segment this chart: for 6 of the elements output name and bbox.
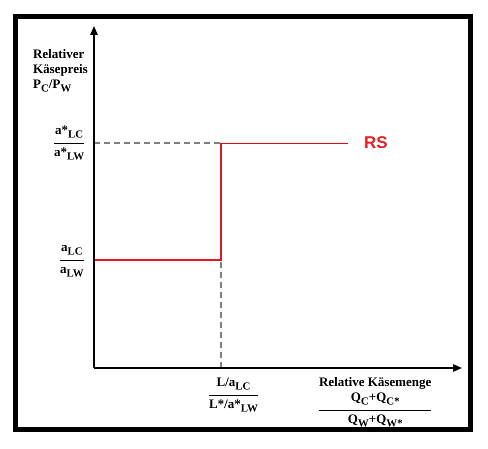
y-axis-title: Relativer Käsepreis P$_{C}$/P$_{W}$ — [33, 46, 88, 97]
ref-line-label: a*$_{LC}$ a*$_{LW}$ — [54, 122, 84, 164]
text: L/a$_{LC}$ L*/a*$_{LW}$ — [209, 374, 258, 414]
ref-line-label: a$_{LC}$ a$_{LW}$ — [60, 239, 84, 282]
series-label: RS — [364, 133, 388, 153]
text: Relative Käsemenge Q$_{C}$+Q$_{C*}$ Q$_{W}$+Q$_{W*}$ — [319, 374, 432, 430]
